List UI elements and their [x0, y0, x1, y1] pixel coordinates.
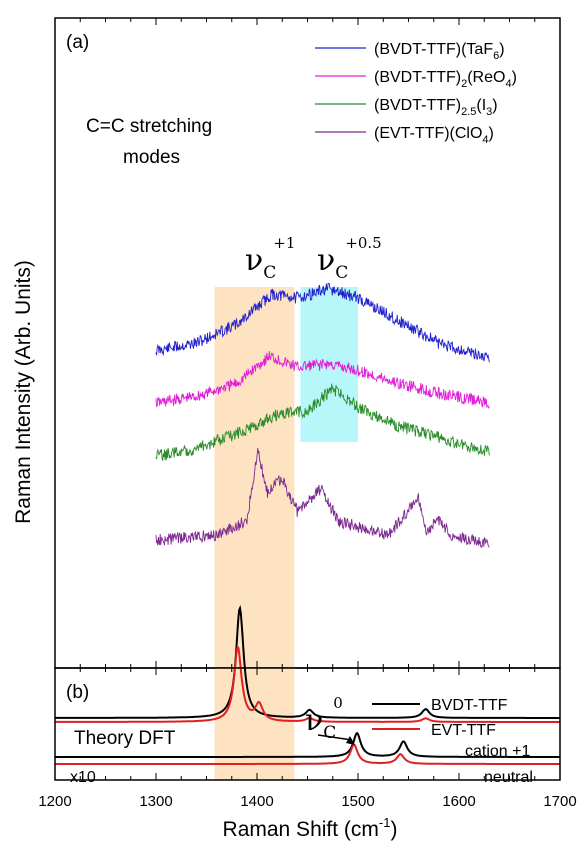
band-label-sup-1: +0.5	[345, 234, 381, 252]
panel-b-band	[214, 668, 295, 780]
y-axis-label-text: Raman Intensity (Arb. Units)	[12, 260, 35, 524]
band-label-sub-0: C	[263, 263, 276, 283]
legend-label-base-0: (BVDT-TTF)(TaF	[374, 41, 493, 58]
legend-label-sub2-1: 4	[505, 78, 511, 90]
band-label-symbol-0: ν	[245, 243, 263, 278]
legend-label-mid-2: (I	[476, 97, 486, 114]
theory-1-cation	[55, 644, 560, 723]
x-tick-label-1500: 1500	[341, 793, 374, 810]
legend-label-end-1: )	[512, 69, 517, 86]
nu-c-0-arrow-line	[317, 734, 353, 741]
band-label-1: νC +0.5	[317, 234, 382, 283]
x-tick-labels: 1200 1300 1400 1500 1600 1700	[38, 793, 576, 810]
legend-label-base-1: (BVDT-TTF)	[374, 69, 461, 86]
theory-0-neutral	[55, 731, 560, 758]
x-tick-label-1700: 1700	[543, 793, 576, 810]
band-label-sup-0: +1	[273, 234, 295, 252]
panel-a-series	[155, 282, 490, 548]
theory-annotation: Theory DFT	[74, 728, 176, 749]
group-label-neutral: neutral	[484, 769, 533, 786]
theory-legend-label-0: BVDT-TTF	[431, 697, 508, 714]
legend-label-base-3: (EVT-TTF)(ClO	[374, 125, 482, 142]
nu-c-0-sub: C	[323, 723, 336, 743]
group-label-cation: cation +1	[465, 743, 530, 760]
legend-label-sub-1: 2	[461, 78, 467, 90]
legend-label-mid-1: (ReO	[467, 69, 505, 86]
panel-b-band-rect	[214, 668, 295, 780]
panel-b-ticks	[54, 668, 561, 780]
series-3-line	[155, 448, 490, 548]
nu-c-0-marker: νC 0	[305, 694, 355, 745]
legend-label-sub-0: 6	[493, 50, 499, 62]
x-axis-label-base: Raman Shift (cm	[223, 818, 379, 841]
legend-label-sub-3: 4	[482, 134, 488, 146]
band-label-symbol-1: ν	[317, 243, 335, 278]
theory-0-cation	[55, 604, 560, 719]
panel-a-ticks	[54, 18, 561, 668]
legend-label-1: (BVDT-TTF)2(ReO4)	[374, 69, 517, 90]
legend-label-3: (EVT-TTF)(ClO4)	[374, 125, 494, 146]
nu-c-0-symbol: ν	[305, 703, 323, 738]
legend-label-2: (BVDT-TTF)2.5(I3)	[374, 97, 498, 118]
legend-label-base-2: (BVDT-TTF)	[374, 97, 461, 114]
legend-label-end-3: )	[489, 125, 494, 142]
series-1-line	[155, 351, 490, 409]
theory-legend-label-1: EVT-TTF	[431, 722, 496, 739]
legend-label-end-0: )	[499, 41, 504, 58]
x-tick-label-1200: 1200	[38, 793, 71, 810]
band-label-sub-1: C	[335, 263, 348, 283]
legend-label-sub2-2: 3	[486, 106, 492, 118]
series-0-line	[155, 282, 490, 363]
scale-note: x10	[70, 769, 96, 786]
panel-b-series	[55, 604, 560, 765]
theory-1-neutral	[55, 743, 560, 765]
legend-label-0: (BVDT-TTF)(TaF6)	[374, 41, 505, 62]
x-axis-label: Raman Shift (cm-1)	[223, 815, 398, 841]
annotation-line-2: modes	[123, 147, 180, 168]
band-labels: νC+1 νC+0.5	[245, 234, 382, 283]
legend-label-end-2: )	[492, 97, 497, 114]
panel-a-label: (a)	[66, 32, 89, 53]
y-axis-label: Raman Intensity (Arb. Units)	[12, 260, 35, 524]
panel-a-bands	[214, 287, 358, 668]
band-label-0: νC +1	[245, 234, 295, 283]
nu-c-0-sup: 0	[333, 694, 343, 712]
x-tick-label-1300: 1300	[139, 793, 172, 810]
nu-c-0-label: νC 0	[305, 694, 343, 743]
series-2-line	[155, 383, 490, 461]
legend-label-sub-2: 2.5	[461, 106, 476, 118]
panel-b-legend: BVDT-TTF EVT-TTF	[372, 697, 508, 739]
x-tick-label-1400: 1400	[240, 793, 273, 810]
annotation-line-1: C=C stretching	[86, 116, 212, 137]
x-axis-label-end: )	[390, 818, 397, 841]
x-tick-label-1600: 1600	[442, 793, 475, 810]
nu-c-0-arrow-head	[345, 736, 355, 745]
panel-b-label: (b)	[66, 682, 89, 703]
panel-b: (b) Theory DFT BVDT-TTF EVT-TTF x10 catio…	[54, 604, 561, 786]
panel-a-legend: (BVDT-TTF)(TaF6)(BVDT-TTF)2(ReO4)(BVDT-T…	[315, 41, 517, 146]
panel-a: (a) C=C stretching modes (BVDT-TTF)(TaF6…	[54, 17, 561, 669]
x-axis-label-sup: -1	[379, 815, 391, 830]
